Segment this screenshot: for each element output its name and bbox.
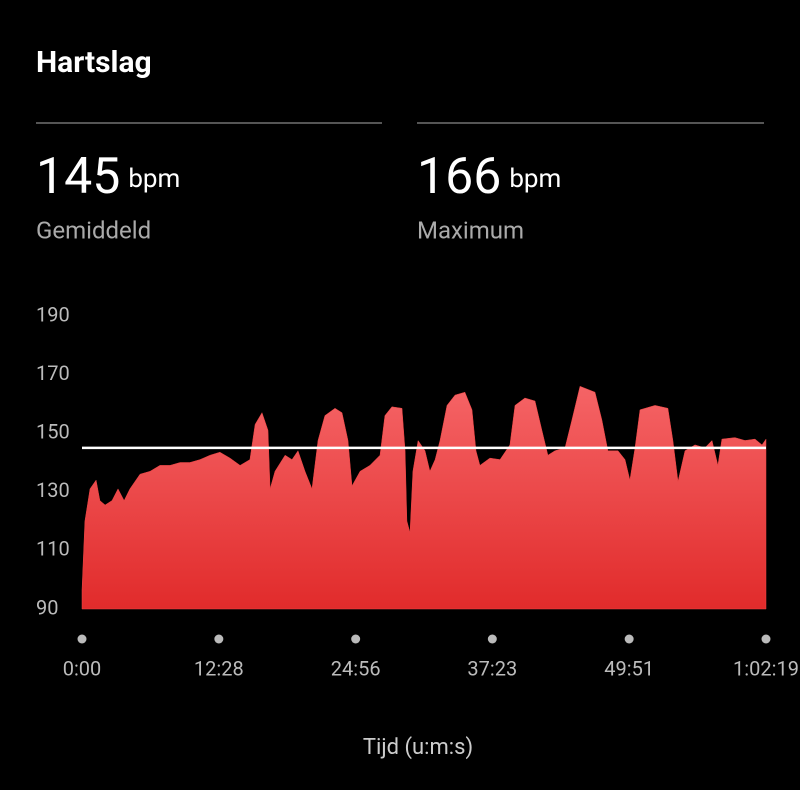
stat: 166 bpm xyxy=(417,148,561,206)
y-tick-label: 90 xyxy=(36,595,58,619)
stat-unit: bpm xyxy=(509,164,561,194)
x-tick-dot xyxy=(351,634,361,644)
x-tick-label: 24:56 xyxy=(331,656,381,680)
x-tick-dot xyxy=(77,634,87,644)
stat-value: 166 xyxy=(417,148,501,206)
x-axis-label: Tijd (u:m:s) xyxy=(363,735,473,760)
x-tick-label: 49:51 xyxy=(604,656,654,680)
x-tick-dot xyxy=(761,634,771,644)
x-tick-dot xyxy=(487,634,497,644)
y-tick-label: 150 xyxy=(36,419,70,443)
y-tick-label: 190 xyxy=(36,302,70,326)
x-tick-label: 1:02:19 xyxy=(733,656,799,680)
stat: 145 bpm xyxy=(36,148,180,206)
y-tick-label: 110 xyxy=(36,537,70,561)
stat-unit: bpm xyxy=(128,164,180,194)
x-tick-label: 37:23 xyxy=(467,656,517,680)
x-tick-dot xyxy=(624,634,634,644)
heart-rate-area xyxy=(81,385,767,610)
stat-label: Maximum xyxy=(417,216,524,244)
card-title: Hartslag xyxy=(36,45,152,80)
stat-value: 145 xyxy=(36,148,120,206)
stat-label: Gemiddeld xyxy=(36,216,151,244)
y-tick-label: 130 xyxy=(36,478,70,502)
x-tick-dot xyxy=(214,634,224,644)
x-tick-label: 0:00 xyxy=(63,656,102,680)
y-tick-label: 170 xyxy=(36,361,70,385)
x-tick-label: 12:28 xyxy=(194,656,244,680)
